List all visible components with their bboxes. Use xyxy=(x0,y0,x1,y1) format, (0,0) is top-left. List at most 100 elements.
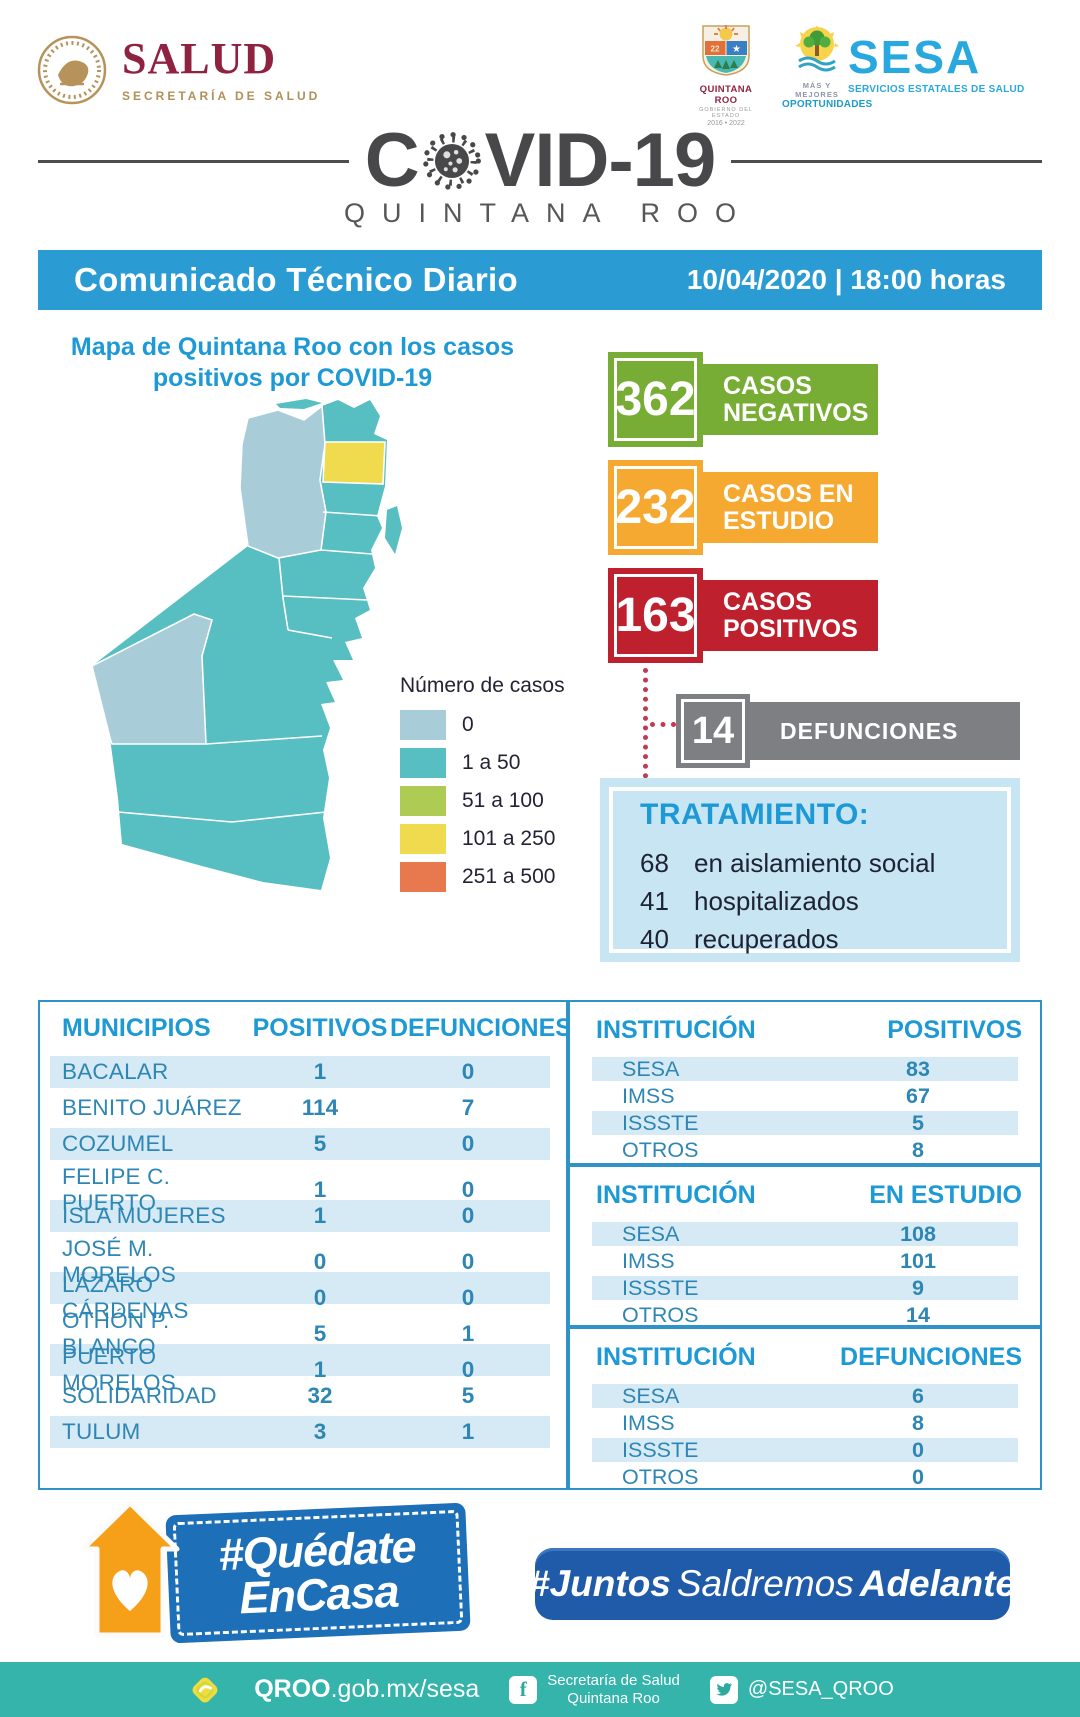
institution-value: 6 xyxy=(912,1384,924,1408)
salud-title: SALUD xyxy=(122,34,277,83)
stat-badge-square: 362 xyxy=(608,352,703,447)
juntos-mid: Saldremos xyxy=(676,1563,854,1604)
institution-value: 9 xyxy=(912,1276,924,1300)
stat-badge-square: 163 xyxy=(608,568,703,663)
table-row: OTHÓN P. BLANCO 5 1 xyxy=(50,1308,550,1359)
stat-badge-bar: CASOS EN ESTUDIO xyxy=(697,472,878,543)
municipality-name: BENITO JUÁREZ xyxy=(62,1095,242,1120)
footer-site[interactable]: QROO.gob.mx/sesa xyxy=(254,1675,479,1704)
municipality-name: SOLIDARIDAD xyxy=(62,1383,217,1408)
municipality-jose-maria-morelos xyxy=(91,613,213,745)
stat-badge-value: 163 xyxy=(615,589,696,642)
column-header-institucion: INSTITUCIÓN xyxy=(596,1343,756,1371)
deaths-value: 1 xyxy=(461,1321,475,1346)
stat-badge-label: CASOS EN ESTUDIO xyxy=(723,479,854,535)
legend-label: 51 a 100 xyxy=(462,789,544,812)
table-row: BACALAR 1 0 xyxy=(50,1056,550,1088)
municipalities-table-header: MUNICIPIOS POSITIVOS DEFUNCIONES xyxy=(50,1014,572,1043)
treatment-box-border xyxy=(609,787,1011,953)
deaths-value: 0 xyxy=(461,1059,475,1084)
municipality-name: ISLA MUJERES xyxy=(62,1203,226,1228)
legend-swatch xyxy=(400,710,446,740)
positives-value: 1 xyxy=(313,1177,327,1202)
institution-name: SESA xyxy=(622,1222,680,1246)
institution-table-header: INSTITUCIÓN EN ESTUDIO xyxy=(596,1181,1022,1210)
stat-badge-label: CASOS POSITIVOS xyxy=(723,587,858,643)
positives-value: 1 xyxy=(313,1203,327,1228)
table-row: IMSS 67 xyxy=(592,1084,1018,1108)
tree-icon xyxy=(795,25,839,72)
column-header-metric: POSITIVOS xyxy=(887,1016,1022,1044)
treatment-item: 41 hospitalizados xyxy=(640,882,935,920)
footer-facebook[interactable]: f Secretaría de Salud Quintana Roo xyxy=(509,1672,680,1707)
positives-value: 5 xyxy=(313,1321,327,1346)
deaths-value: 7 xyxy=(461,1095,475,1120)
table-row: TULUM 3 1 xyxy=(50,1416,550,1448)
table-row: OTROS 8 xyxy=(592,1138,1018,1162)
banner-datetime: 10/04/2020 | 18:00 horas xyxy=(686,264,1006,295)
treatment-value: 41 xyxy=(640,885,669,916)
deaths-value: 1 xyxy=(461,1419,475,1444)
oportunidades-caption-2: OPORTUNIDADES xyxy=(782,99,873,110)
municipality-name: PUERTO MORELOS xyxy=(62,1344,176,1395)
municipality-name: TULUM xyxy=(62,1419,141,1444)
stat-badge: CASOS NEGATIVOS 362 xyxy=(608,352,878,447)
institution-value: 8 xyxy=(912,1411,924,1435)
legend-swatch xyxy=(400,824,446,854)
covid-title-rest: VID-19 xyxy=(484,118,717,203)
juntos-bold: Adelante xyxy=(859,1563,1016,1604)
deaths-value: 0 xyxy=(461,1285,475,1310)
institution-name: SESA xyxy=(622,1384,680,1408)
facebook-icon: f xyxy=(509,1675,538,1704)
legend-swatch xyxy=(400,748,446,778)
treatment-item: 40 recuperados xyxy=(640,920,935,958)
column-header-positivos: POSITIVOS xyxy=(252,1014,388,1042)
institution-value: 83 xyxy=(906,1057,930,1081)
stat-badge-square: 232 xyxy=(608,460,703,555)
positives-value: 32 xyxy=(307,1383,333,1408)
institution-table-header: INSTITUCIÓN DEFUNCIONES xyxy=(596,1343,1022,1372)
deaths-value: 0 xyxy=(461,1203,475,1228)
table-row: SESA 108 xyxy=(592,1222,1018,1246)
legend-title: Número de casos xyxy=(400,674,565,697)
twitter-handle: @SESA_QROO xyxy=(747,1678,894,1700)
institution-name: IMSS xyxy=(622,1249,675,1273)
table-row: FELIPE C. PUERTO 1 0 xyxy=(50,1164,550,1215)
treatment-label: recuperados xyxy=(694,923,839,954)
column-header-municipios: MUNICIPIOS xyxy=(62,1014,211,1042)
table-row: OTROS 14 xyxy=(592,1303,1018,1327)
juntos-badge: #Juntos Saldremos Adelante xyxy=(529,1548,1016,1620)
institution-name: IMSS xyxy=(622,1411,675,1435)
treatment-title: TRATAMIENTO: xyxy=(640,798,870,831)
table-row: IMSS 8 xyxy=(592,1411,1018,1435)
footer-site-rest: .gob.mx/sesa xyxy=(330,1675,480,1703)
treatment-value: 68 xyxy=(640,847,669,878)
deaths-label: DEFUNCIONES xyxy=(780,717,959,744)
footer-twitter[interactable]: @SESA_QROO xyxy=(709,1675,894,1704)
deaths-badge: DEFUNCIONES 14 xyxy=(676,694,1020,768)
stay-home-line1: #Quédate xyxy=(217,1520,417,1581)
daily-report-banner: Comunicado Técnico Diario 10/04/2020 | 1… xyxy=(38,250,1042,310)
institution-value: 8 xyxy=(912,1138,924,1162)
institution-table-header: INSTITUCIÓN POSITIVOS xyxy=(596,1016,1022,1045)
institution-name: OTROS xyxy=(622,1138,699,1162)
stat-badge-square-border xyxy=(614,574,697,657)
crest-caption-2: GOBIERNO DEL ESTADO xyxy=(699,107,753,119)
house-heart-icon xyxy=(80,1500,180,1638)
stay-home-plate: #Quédate EnCasa xyxy=(165,1502,471,1644)
map-title-line1: Mapa de Quintana Roo con los casos xyxy=(70,333,515,361)
municipality-name: COZUMEL xyxy=(62,1131,174,1156)
stat-badge-square-border xyxy=(614,358,697,441)
twitter-icon xyxy=(709,1675,738,1704)
institution-value: 101 xyxy=(900,1249,936,1273)
legend-items: 0 1 a 50 51 a 100 101 a 250 251 a 500 xyxy=(400,710,600,892)
sesa-logo: SESA SERVICIOS ESTATALES DE SALUD xyxy=(848,34,1025,95)
treatment-items: 68 en aislamiento social 41 hospitalizados 4… xyxy=(640,844,935,958)
legend-item: 0 xyxy=(400,710,600,740)
juntos-hash: #Juntos xyxy=(529,1563,671,1604)
footer-site-bold: QROO xyxy=(254,1675,331,1703)
salud-seal-icon xyxy=(37,35,107,105)
deaths-square-border xyxy=(681,699,745,763)
stat-badge-value: 362 xyxy=(615,373,696,426)
table-row: ISSSTE 5 xyxy=(592,1111,1018,1135)
